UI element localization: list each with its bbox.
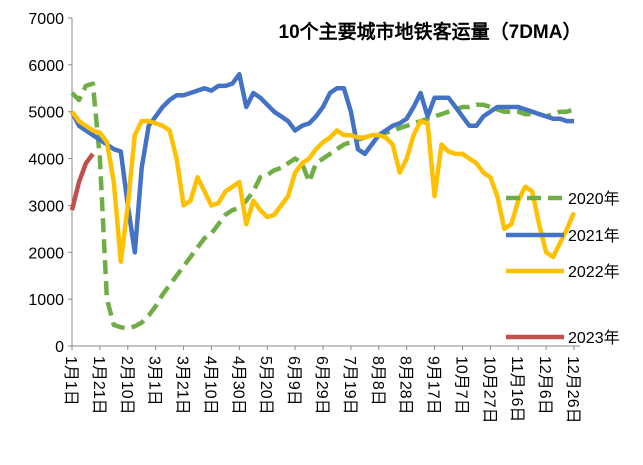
legend-label: 2023年 (568, 329, 620, 347)
series-line (70, 110, 577, 264)
x-tick-label: 10月7日 (452, 356, 469, 415)
x-tick-label: 8月28日 (397, 356, 414, 415)
x-tick-label: 2月10日 (118, 356, 135, 415)
x-tick-label: 12月26日 (564, 356, 581, 424)
x-tick-label: 5月20日 (257, 356, 274, 415)
x-tick-label: 12月6日 (536, 356, 553, 415)
x-tick-label: 4月10日 (201, 356, 218, 415)
y-tick-label: 0 (55, 339, 64, 356)
x-tick-label: 6月9日 (285, 356, 302, 406)
x-tick-label: 10月27日 (480, 356, 497, 424)
y-tick-label: 7000 (28, 11, 64, 28)
x-tick-label: 3月1日 (146, 356, 163, 406)
y-tick-label: 5000 (28, 105, 64, 122)
x-tick-label: 6月29日 (313, 356, 330, 415)
legend-label: 2020年 (568, 190, 620, 208)
chart-title: 10个主要城市地铁客运量（7DMA） (279, 20, 582, 43)
x-tick-label: 1月21日 (90, 356, 107, 415)
x-tick-label: 9月17日 (425, 356, 442, 415)
series-line (69, 152, 95, 211)
y-tick-label: 2000 (28, 245, 64, 262)
series-line (69, 71, 574, 255)
y-tick-label: 1000 (28, 292, 64, 309)
y-tick-label: 3000 (28, 198, 64, 215)
x-tick-label: 4月30日 (229, 356, 246, 415)
x-tick-label: 11月16日 (508, 356, 525, 422)
y-tick-label: 6000 (28, 58, 64, 75)
x-tick-label: 3月21日 (174, 356, 191, 415)
series-line (70, 81, 575, 331)
x-tick-label: 7月19日 (341, 356, 358, 415)
x-tick-label: 1月1日 (62, 356, 79, 406)
x-tick-label: 8月8日 (369, 356, 386, 406)
legend-label: 2022年 (568, 263, 620, 281)
legend-label: 2021年 (568, 227, 620, 245)
y-tick-label: 4000 (28, 152, 64, 169)
